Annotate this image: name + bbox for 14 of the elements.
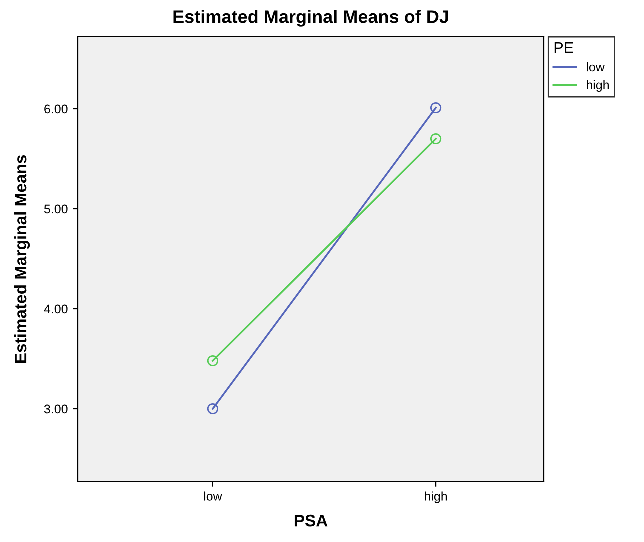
- point: [430, 133, 442, 145]
- y-tick-label: 5.00: [44, 204, 68, 214]
- point: [207, 403, 219, 415]
- legend-title: PE: [554, 42, 574, 54]
- x-axis-title: PSA: [294, 514, 328, 527]
- point: [430, 102, 442, 114]
- y-axis-title: Estimated Marginal Means: [14, 156, 30, 364]
- legend-label: high: [587, 80, 609, 92]
- y-tick-label: 4.00: [44, 304, 68, 314]
- y-tick-label: 3.00: [44, 404, 68, 414]
- y-tick-label: 6.00: [44, 104, 68, 114]
- legend-label: low: [587, 62, 605, 72]
- chart-title: Estimated Marginal Means of DJ: [174, 10, 448, 27]
- point: [207, 355, 219, 367]
